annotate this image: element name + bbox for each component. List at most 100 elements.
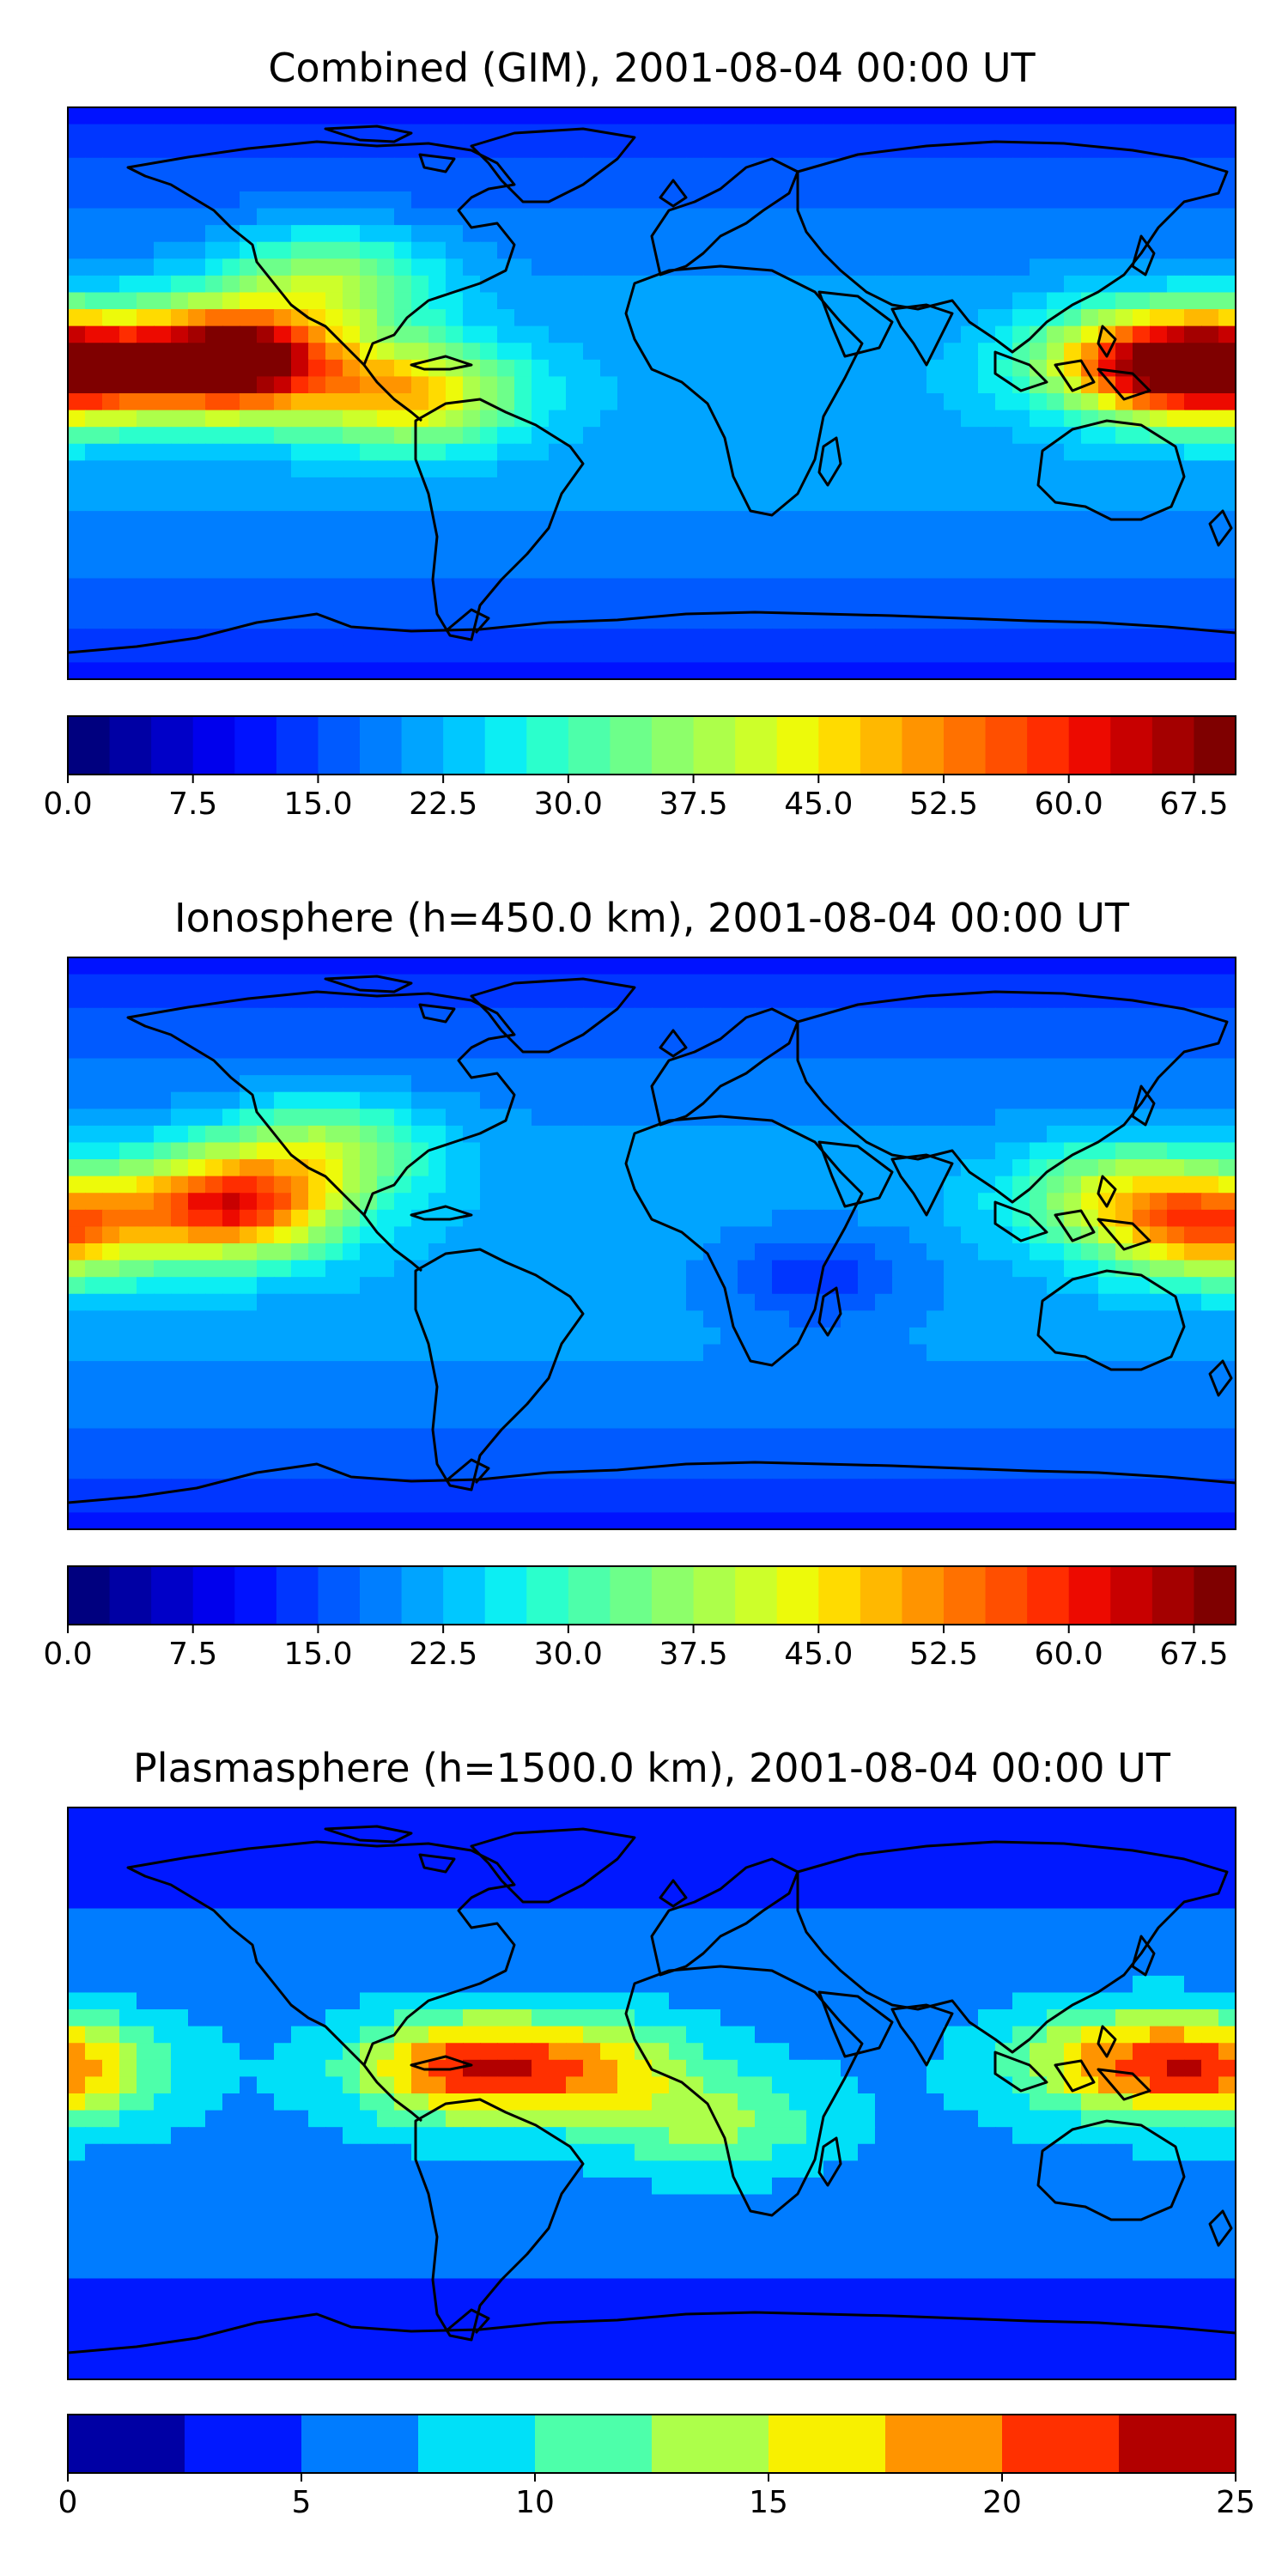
field-cell (755, 1075, 773, 1093)
field-cell (600, 1807, 618, 1826)
field-cell (394, 1411, 412, 1430)
field-cell (686, 141, 704, 159)
field-cell (583, 544, 601, 562)
field-cell (755, 1377, 773, 1396)
field-cell (961, 1327, 979, 1346)
field-cell (1012, 957, 1030, 975)
field-cell (583, 376, 601, 394)
field-cell (841, 141, 859, 159)
colorbar-swatch (1110, 1566, 1153, 1625)
field-cell (308, 1394, 326, 1413)
field-cell (463, 460, 481, 478)
field-cell (892, 309, 910, 327)
field-cell (669, 292, 687, 310)
field-cell (497, 1327, 515, 1346)
field-cell (1030, 1824, 1048, 1842)
field-cell (480, 359, 498, 378)
field-cell (463, 1091, 481, 1110)
field-cell (222, 427, 240, 445)
colorbar-swatch (360, 1566, 403, 1625)
field-cell (257, 1159, 275, 1177)
field-cell (944, 1512, 962, 1529)
field-cell (1133, 1193, 1151, 1211)
field-cell (480, 1495, 498, 1514)
field-cell (995, 1411, 1013, 1430)
field-cell (617, 393, 635, 411)
field-cell (68, 1226, 86, 1244)
field-cell (1098, 1445, 1116, 1463)
field-cell (308, 241, 326, 260)
field-cell (1115, 1142, 1133, 1160)
field-cell (1098, 1293, 1116, 1312)
field-cell (789, 1293, 807, 1312)
field-cell (240, 1007, 258, 1026)
field-cell (1167, 1479, 1185, 1497)
field-cell (686, 1461, 704, 1480)
field-cell (892, 974, 910, 992)
field-cell (549, 611, 567, 630)
field-cell (549, 1142, 567, 1160)
field-cell (1081, 511, 1099, 529)
field-cell (1150, 124, 1168, 142)
field-cell (583, 1377, 601, 1396)
field-cell (514, 1024, 532, 1042)
field-cell (205, 443, 223, 462)
field-cell (1012, 1024, 1030, 1042)
field-cell (1012, 275, 1030, 294)
field-cell (703, 1310, 721, 1328)
field-cell (154, 595, 172, 613)
field-cell (806, 991, 824, 1009)
field-cell (875, 275, 893, 294)
field-cell (171, 309, 189, 327)
field-cell (1012, 124, 1030, 142)
field-cell (686, 578, 704, 596)
field-cell (566, 629, 584, 647)
field-cell (858, 1327, 876, 1346)
field-cell (720, 561, 738, 580)
field-cell (1133, 309, 1151, 327)
field-cell (343, 1361, 361, 1379)
field-cell (171, 292, 189, 310)
field-cell (1150, 1243, 1168, 1261)
field-cell (755, 1841, 773, 1859)
field-cell (497, 343, 515, 361)
field-cell (428, 208, 447, 226)
field-cell (205, 1824, 223, 1842)
field-cell (68, 1841, 86, 1859)
field-cell (154, 1310, 172, 1328)
field-cell (600, 595, 618, 613)
colorbar-swatch (318, 1566, 361, 1625)
field-cell (1133, 1075, 1151, 1093)
field-cell (1047, 1512, 1065, 1529)
field-cell (428, 1176, 447, 1194)
field-cell (1184, 1327, 1202, 1346)
field-cell (532, 1041, 550, 1060)
field-cell (703, 1512, 721, 1529)
field-cell (1081, 1841, 1099, 1859)
field-cell (240, 1125, 258, 1144)
colorbar-swatch (693, 1566, 736, 1625)
field-cell (1115, 1479, 1133, 1497)
field-cell (858, 477, 876, 495)
field-cell (549, 325, 567, 344)
field-cell (806, 1411, 824, 1430)
field-cell (497, 275, 515, 294)
field-cell (1201, 292, 1219, 310)
field-cell (703, 1344, 721, 1362)
field-cell (308, 292, 326, 310)
field-cell (411, 1512, 429, 1529)
colorbar-swatch (1110, 716, 1153, 775)
field-cell (944, 544, 962, 562)
field-cell (1047, 443, 1065, 462)
field-cell (446, 1841, 464, 1859)
field-cell (806, 544, 824, 562)
field-cell (102, 1226, 120, 1244)
field-cell (532, 443, 550, 462)
field-cell (909, 1512, 927, 1529)
field-cell (222, 1159, 240, 1177)
field-cell (532, 325, 550, 344)
field-cell (1133, 1041, 1151, 1060)
field-cell (188, 1512, 206, 1529)
field-cell (549, 124, 567, 142)
field-cell (1167, 629, 1185, 647)
